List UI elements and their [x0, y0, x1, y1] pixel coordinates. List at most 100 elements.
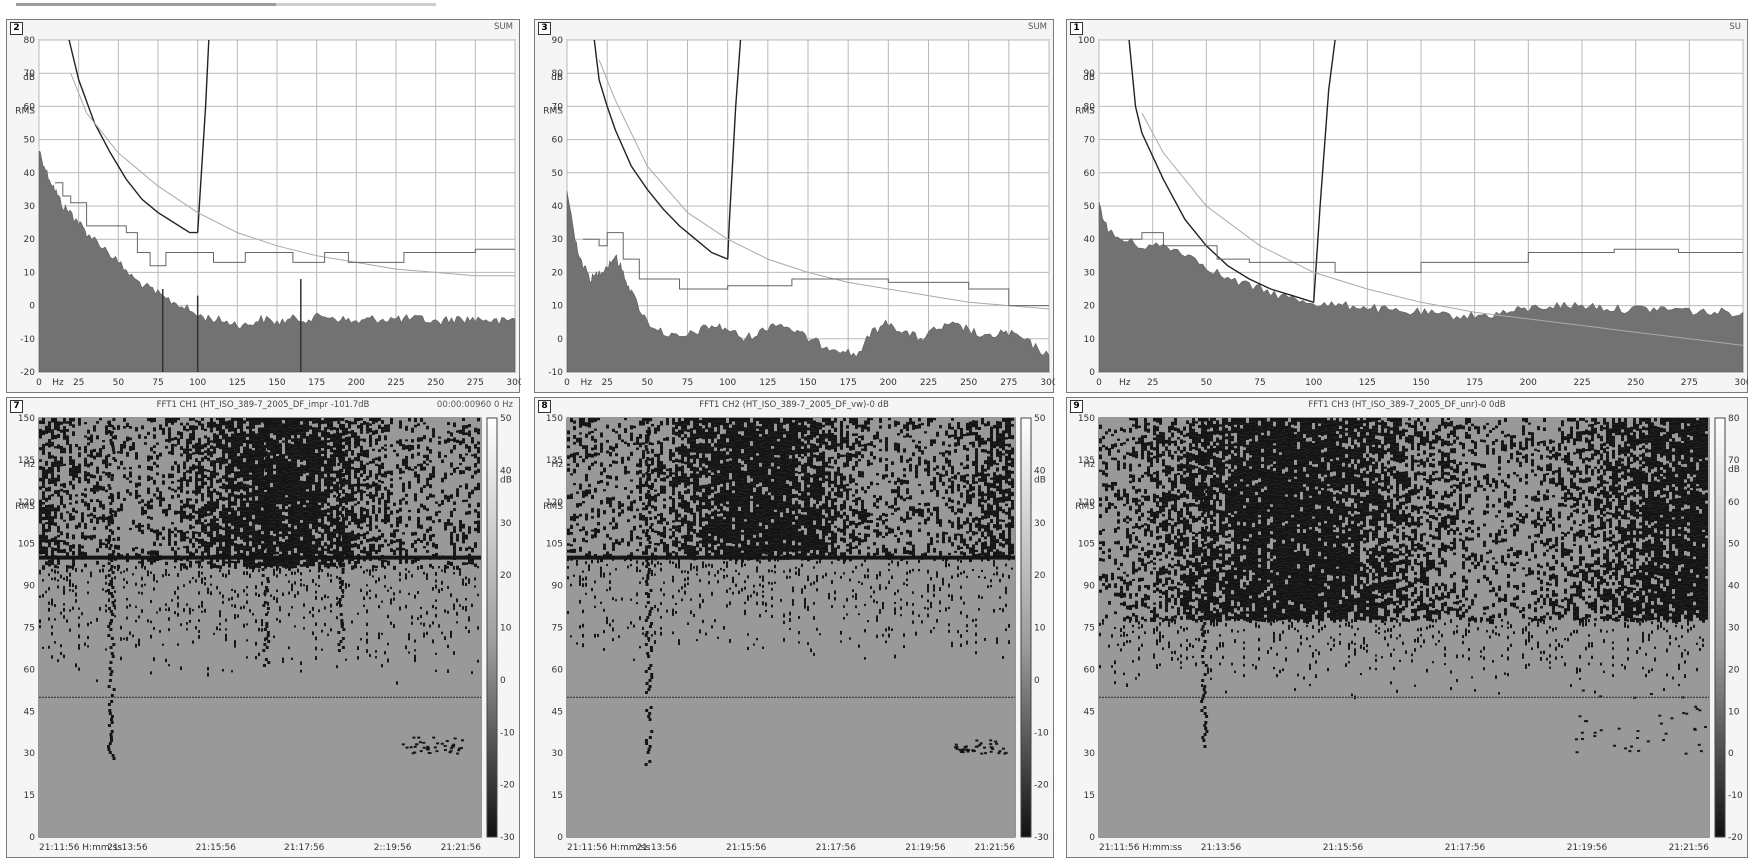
y-tick-label: 105 [18, 540, 35, 550]
y-tick-label: 0 [557, 335, 563, 345]
y-tick-label: 30 [1084, 268, 1096, 278]
y-tick-label: 0 [29, 833, 35, 843]
panel-header: 9 FFT1 CH3 (HT_ISO_389-7_2005_DF_unr)-0 … [1067, 398, 1747, 413]
axis-unit-label: RMS [543, 502, 563, 512]
x-tick-label: 150 [1412, 378, 1429, 388]
colorbar [487, 418, 497, 837]
y-tick-label: 50 [24, 136, 36, 146]
x-tick-label: 21:19:56 [1567, 843, 1608, 853]
y-tick-label: 45 [1084, 707, 1095, 717]
x-tick-label: 175 [308, 378, 325, 388]
y-tick-label: 100 [1078, 36, 1095, 46]
x-tick-label: 0 [564, 378, 570, 388]
spectrogram-panel-3[interactable]: 9 FFT1 CH3 (HT_ISO_389-7_2005_DF_unr)-0 … [1066, 397, 1748, 858]
x-unit-label: Hz [52, 378, 64, 388]
colorbar-tick-label: 0 [1728, 749, 1734, 759]
x-tick-label: 25 [73, 378, 84, 388]
y-tick-label: 30 [552, 235, 564, 245]
cursor-readout: 00:00:00960 0 Hz [437, 398, 513, 413]
colorbar-tick-label: 20 [1034, 571, 1046, 581]
y-tick-label: 45 [552, 707, 563, 717]
y-tick-label: -20 [20, 368, 35, 378]
x-tick-label: 225 [1573, 378, 1590, 388]
axis-unit-label: RMS [15, 106, 35, 116]
colorbar-unit-label: dB [500, 475, 512, 485]
y-tick-label: 150 [546, 414, 563, 424]
x-tick-label: 125 [229, 378, 246, 388]
colorbar-tick-label: 0 [500, 676, 506, 686]
panel-title: FFT1 CH2 (HT_ISO_389-7_2005_DF_vw)-0 dB [535, 398, 1053, 413]
x-tick-label: 21:21:56 [1669, 843, 1710, 853]
y-tick-label: 60 [552, 665, 564, 675]
y-tick-label: 150 [1078, 414, 1095, 424]
colorbar-tick-label: 50 [500, 414, 512, 424]
x-unit-label: Hz [581, 378, 593, 388]
axis-unit-label: Hz [552, 460, 564, 470]
colorbar-tick-label: -30 [1034, 833, 1049, 843]
x-tick-label: 21:21:56 [975, 843, 1016, 853]
y-tick-label: 0 [1089, 833, 1095, 843]
y-tick-label: 10 [1084, 335, 1096, 345]
panel-header: 7 FFT1 CH1 (HT_ISO_389-7_2005_DF_impr -1… [7, 398, 519, 413]
top-window-strip [0, 0, 1748, 10]
x-tick-label: 125 [759, 378, 776, 388]
y-tick-label: 0 [1089, 368, 1095, 378]
window-accent-bar [16, 3, 276, 6]
window-accent-bar-faded [276, 3, 436, 6]
x-tick-label: 21:11:56 H:mm:ss [1099, 843, 1182, 853]
x-tick-label: 200 [880, 378, 897, 388]
y-tick-label: 90 [552, 582, 564, 592]
x-tick-label: 150 [799, 378, 816, 388]
panel-number: 2 [10, 22, 23, 35]
colorbar-tick-label: 30 [1034, 519, 1046, 529]
y-tick-label: 90 [24, 582, 36, 592]
panel-header: 1 SU [1067, 20, 1747, 35]
x-tick-label: 300 [506, 378, 521, 388]
x-tick-label: 50 [642, 378, 654, 388]
x-tick-label: 50 [1201, 378, 1213, 388]
panel-header: 3 SUM [535, 20, 1053, 35]
panel-number: 1 [1070, 22, 1083, 35]
colorbar [1715, 418, 1725, 837]
colorbar-tick-label: -10 [1728, 791, 1743, 801]
y-tick-label: 10 [24, 268, 36, 278]
colorbar-tick-label: -20 [1034, 781, 1049, 791]
colorbar-tick-label: 0 [1034, 676, 1040, 686]
y-tick-label: 105 [546, 540, 563, 550]
colorbar-tick-label: 80 [1728, 414, 1740, 424]
x-tick-label: 21:15:56 [196, 843, 237, 853]
x-tick-label: 225 [920, 378, 937, 388]
x-tick-label: 21:13:56 [107, 843, 148, 853]
y-tick-label: 30 [1084, 749, 1096, 759]
spectrogram-panel-1[interactable]: 7 FFT1 CH1 (HT_ISO_389-7_2005_DF_impr -1… [6, 397, 520, 858]
x-tick-label: 21:15:56 [726, 843, 767, 853]
x-tick-label: 250 [960, 378, 977, 388]
colorbar-tick-label: 20 [500, 571, 512, 581]
colorbar-tick-label: 40 [1728, 582, 1740, 592]
x-tick-label: 175 [1466, 378, 1483, 388]
colorbar-unit-label: dB [1034, 475, 1046, 485]
spectrogram-panel-2[interactable]: 8 FFT1 CH2 (HT_ISO_389-7_2005_DF_vw)-0 d… [534, 397, 1054, 858]
colorbar-tick-label: -20 [500, 781, 515, 791]
colorbar-unit-label: dB [1728, 465, 1740, 475]
colorbar-tick-label: 20 [1728, 665, 1740, 675]
y-tick-label: 30 [552, 749, 564, 759]
x-tick-label: 100 [1305, 378, 1322, 388]
y-tick-label: 10 [552, 302, 564, 312]
colorbar [1021, 418, 1031, 837]
x-unit-label: Hz [1119, 378, 1131, 388]
x-tick-label: 200 [1520, 378, 1537, 388]
sum-label: SU [1729, 20, 1741, 35]
y-tick-label: 20 [552, 268, 564, 278]
x-tick-label: 50 [113, 378, 125, 388]
colorbar-tick-label: 30 [1728, 624, 1740, 634]
y-tick-label: 0 [29, 302, 35, 312]
